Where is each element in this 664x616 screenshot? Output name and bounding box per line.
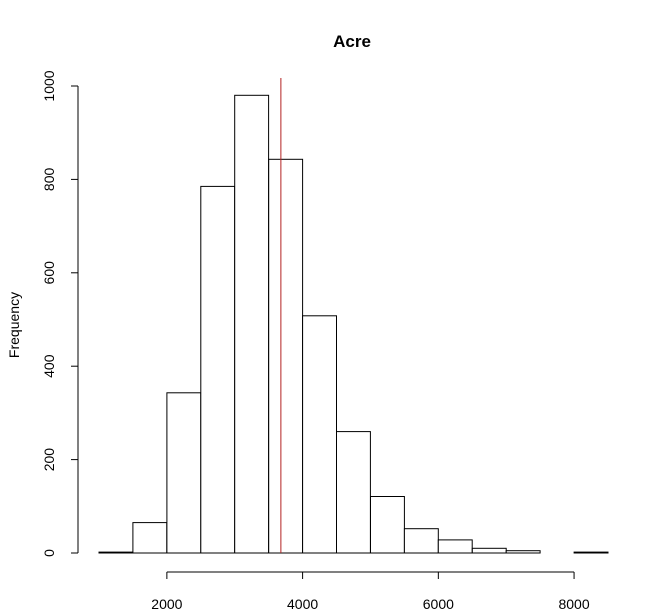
y-tick-label: 600: [41, 261, 57, 285]
histogram-bar: [268, 158, 304, 554]
x-tick-label: 6000: [423, 596, 454, 612]
histogram-bar: [573, 551, 609, 554]
histogram-bar: [505, 550, 541, 554]
histogram-bars: [98, 94, 609, 554]
x-tick-label: 2000: [151, 596, 182, 612]
y-tick-label: 800: [41, 168, 57, 192]
histogram-bar: [166, 392, 202, 554]
histogram-bar: [200, 185, 236, 554]
histogram-bar: [336, 431, 371, 554]
histogram-bar: [132, 522, 168, 554]
x-axis: 2000 4000 6000 8000: [151, 571, 590, 612]
y-axis-label: Frequency: [6, 292, 22, 358]
y-tick-label: 0: [41, 549, 57, 557]
x-tick-label: 4000: [287, 596, 318, 612]
histogram-bar: [437, 539, 473, 554]
histogram-bar: [471, 547, 507, 554]
chart-title: Acre: [333, 32, 371, 51]
x-tick-label: 8000: [558, 596, 589, 612]
histogram-bar: [302, 315, 338, 554]
histogram-bar: [98, 551, 134, 554]
histogram-bar: [403, 528, 439, 554]
y-tick-label: 1000: [41, 70, 57, 101]
histogram-bar: [234, 94, 270, 554]
y-axis: 0 200 400 600 800 1000: [41, 70, 79, 557]
histogram-bar: [370, 496, 405, 554]
y-tick-label: 400: [41, 354, 57, 378]
y-tick-label: 200: [41, 448, 57, 472]
